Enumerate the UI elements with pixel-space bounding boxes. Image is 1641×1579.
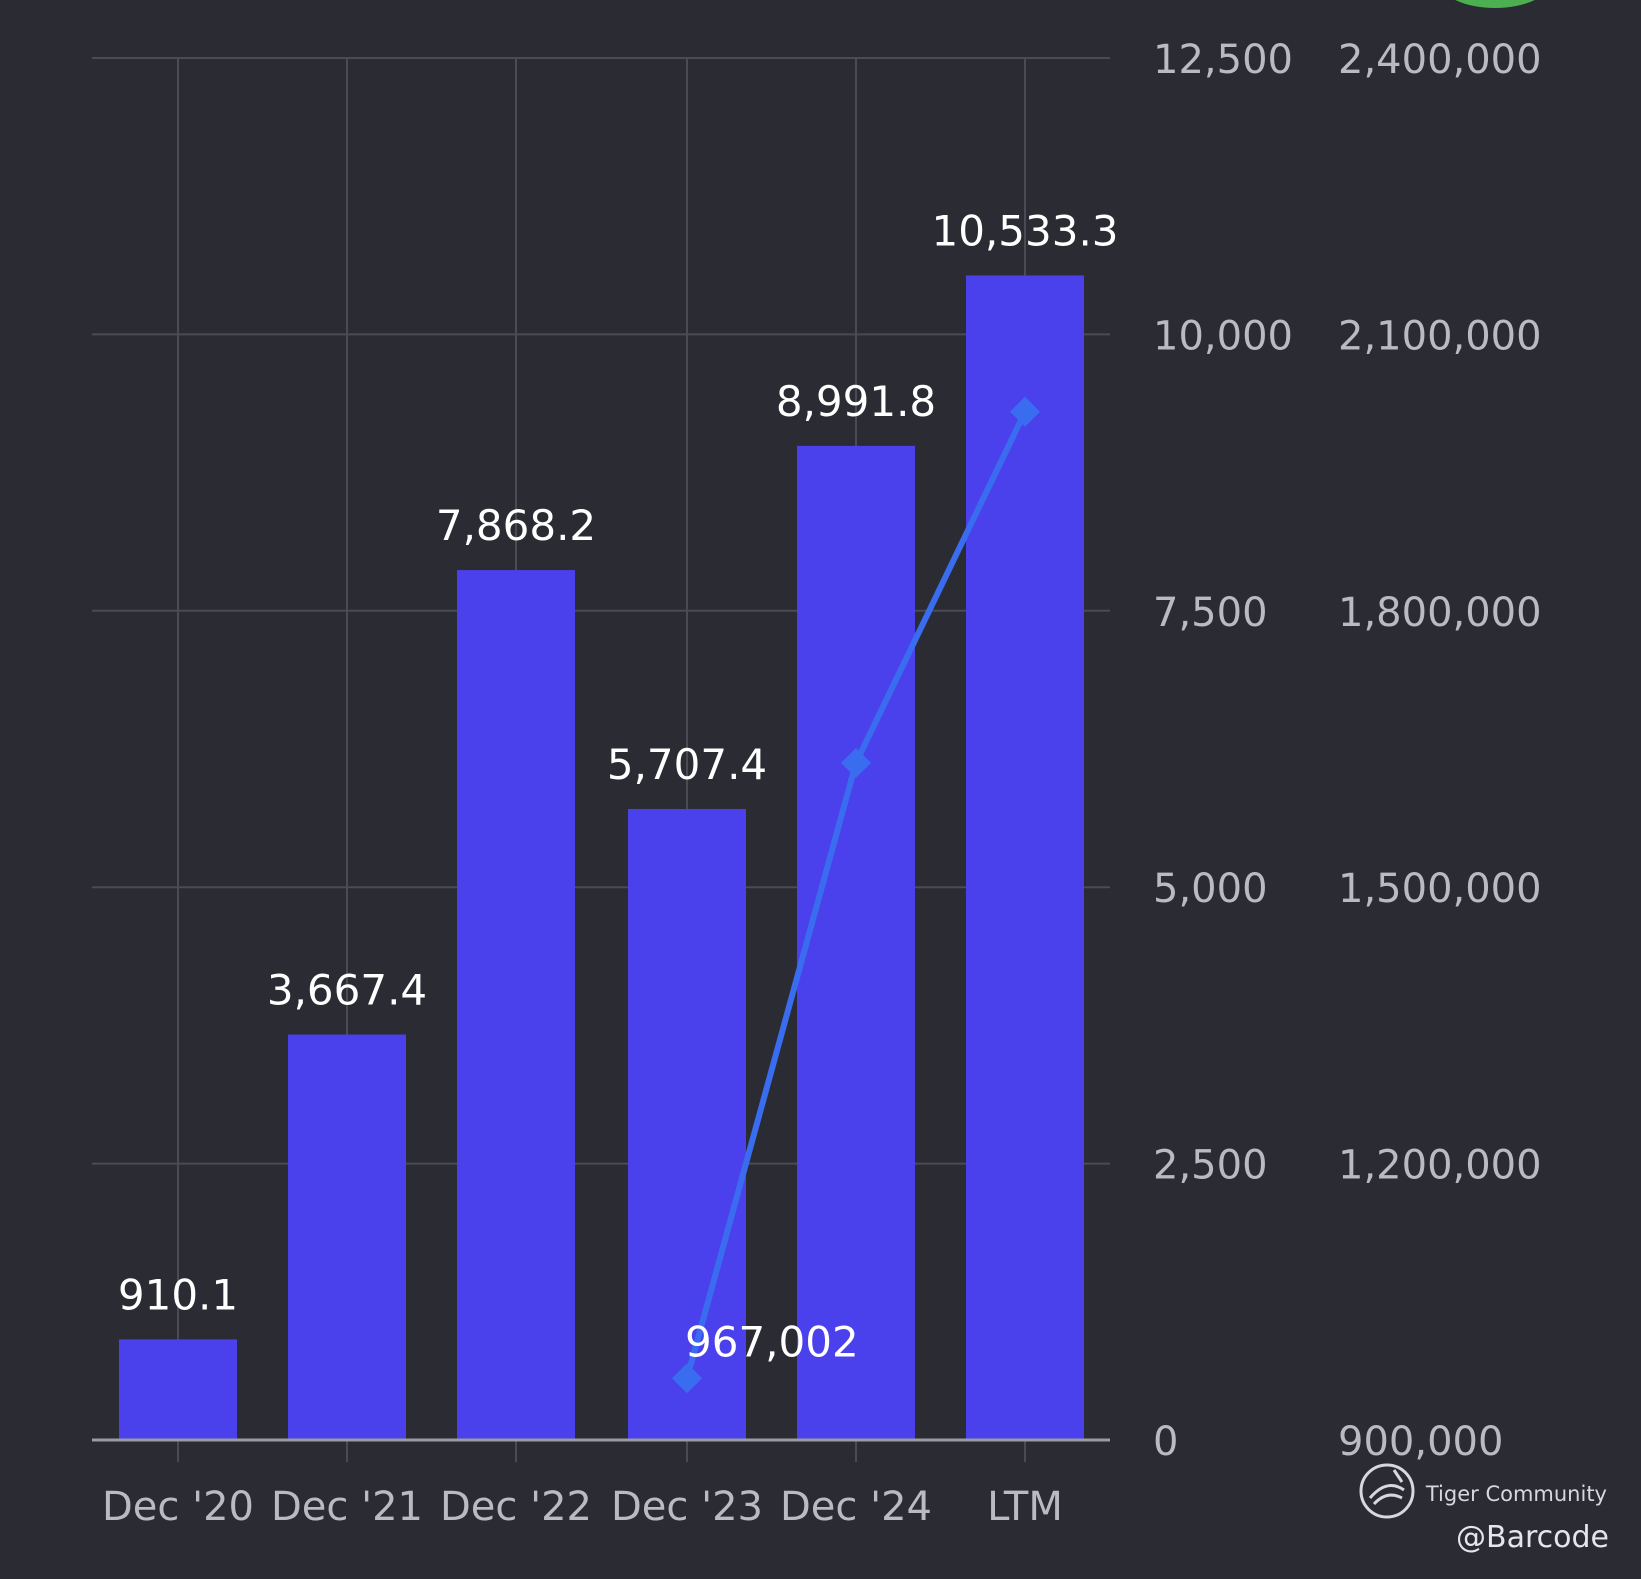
x-axis-tick-label: Dec '21: [271, 1484, 423, 1530]
axes: 0 2,500 5,000 7,500 10,000 12,500 900,000 1,200…: [92, 37, 1542, 1530]
x-axis-tick-label: Dec '24: [780, 1484, 932, 1530]
left-axis-tick-label: 10,000: [1153, 313, 1293, 359]
bar-value-label: 5,707.4: [607, 740, 767, 789]
left-axis-tick-label: 5,000: [1153, 866, 1268, 912]
bars: [119, 275, 1084, 1440]
right-axis-tick-label: 1,500,000: [1338, 866, 1542, 912]
line-value-label: 967,002: [685, 1317, 859, 1366]
bar: [288, 1034, 406, 1440]
watermark: Tiger Community: [1356, 1460, 1607, 1527]
bar-value-label: 7,868.2: [436, 501, 596, 550]
bar-value-label: 3,667.4: [267, 966, 427, 1015]
right-axis-tick-label: 1,200,000: [1338, 1143, 1542, 1189]
bar: [628, 808, 746, 1440]
corner-green-badge: [1440, 0, 1550, 8]
x-axis-tick-label: Dec '22: [440, 1484, 592, 1530]
left-axis-tick-label: 2,500: [1153, 1143, 1268, 1189]
left-axis-tick-label: 7,500: [1153, 590, 1268, 636]
bar: [797, 445, 915, 1440]
tiger-community-logo-icon: [1356, 1460, 1418, 1527]
bar-value-label: 910.1: [118, 1270, 238, 1319]
line-point-marker: [1010, 396, 1040, 427]
watermark-text: Tiger Community: [1425, 1481, 1607, 1506]
line-point-marker: [841, 747, 871, 778]
bar: [966, 275, 1084, 1440]
grid-lines: [92, 57, 1110, 1462]
bar-value-label: 8,991.8: [776, 377, 936, 426]
right-axis-tick-label: 2,100,000: [1338, 313, 1542, 359]
bar: [119, 1339, 237, 1440]
left-axis-tick-label: 12,500: [1153, 37, 1293, 83]
right-axis-tick-label: 2,400,000: [1338, 37, 1542, 83]
bar: [457, 570, 575, 1440]
x-axis-tick-label: Dec '20: [102, 1484, 254, 1530]
x-axis-tick-label: Dec '23: [611, 1484, 763, 1530]
data-labels: 910.1 3,667.4 7,868.2 5,707.4 8,991.8 10,533.…: [118, 206, 1119, 1366]
x-axis-tick-label: LTM: [987, 1484, 1063, 1530]
line-point-marker: [672, 1363, 702, 1394]
credit-handle: @Barcode: [1456, 1520, 1609, 1555]
right-axis-tick-label: 1,800,000: [1338, 590, 1542, 636]
line-series: [672, 396, 1040, 1394]
right-axis-tick-label: 900,000: [1338, 1419, 1503, 1465]
bar-value-label: 10,533.3: [931, 206, 1118, 255]
left-axis-tick-label: 0: [1153, 1419, 1178, 1465]
